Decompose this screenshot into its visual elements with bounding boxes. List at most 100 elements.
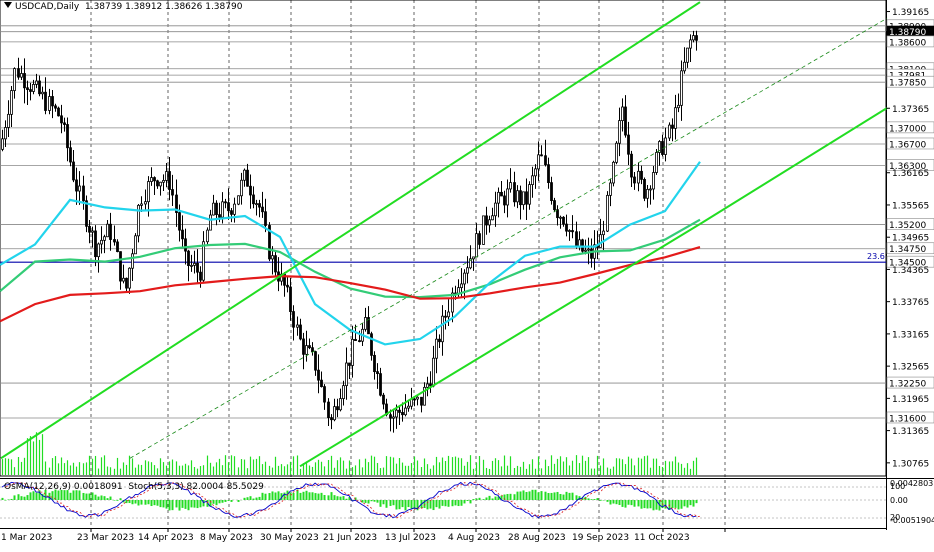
osc-scale-label: 0.0042803: [890, 479, 933, 488]
price-level-tag: [886, 376, 934, 389]
candle-body: [562, 216, 565, 225]
candle-body: [26, 87, 29, 90]
candle-body: [637, 170, 640, 184]
candle-body: [463, 272, 466, 285]
price-tick-label: 1.34500: [889, 259, 926, 269]
candle-body: [447, 311, 450, 318]
candle-body: [119, 251, 122, 282]
candle-body: [20, 73, 23, 78]
candle-body: [134, 235, 137, 255]
price-tick-label: 1.36300: [889, 162, 926, 172]
osc-scale-label: 20: [890, 513, 900, 522]
candle-body: [491, 215, 494, 221]
candle-body: [692, 35, 695, 41]
candle-body: [612, 161, 615, 184]
price-tick-label: 1.36165: [892, 169, 929, 179]
price-level-tag: [886, 159, 934, 171]
candle-body: [609, 182, 612, 196]
candle-body: [82, 185, 85, 202]
candle-body: [29, 89, 32, 92]
candle-body: [392, 416, 395, 419]
candle-body: [686, 47, 689, 63]
candle-body: [264, 211, 267, 226]
candle-body: [168, 171, 171, 190]
candle-body: [426, 383, 429, 388]
candle-body: [103, 236, 106, 241]
candle-body: [7, 113, 10, 128]
date-label: 13 Jul 2023: [385, 533, 436, 543]
candle-body: [575, 231, 578, 247]
candle-body: [358, 340, 361, 343]
candle-body: [299, 324, 302, 340]
candle-body: [478, 233, 481, 245]
price-tick-label: 1.30765: [892, 459, 929, 469]
candle-body: [35, 80, 38, 85]
price-tick-label: 1.35200: [889, 221, 926, 231]
candle-body: [125, 277, 128, 289]
candle-body: [140, 203, 143, 206]
candle-body: [680, 70, 683, 106]
candle-body: [233, 203, 236, 215]
candle-body: [547, 164, 550, 184]
candle-body: [255, 203, 258, 206]
candle-body: [240, 179, 243, 197]
candle-body: [367, 317, 370, 335]
candle-body: [88, 225, 91, 233]
candle-body: [587, 248, 590, 251]
candle-body: [85, 200, 88, 227]
candle-body: [212, 202, 215, 216]
price-tick-label: 1.31965: [892, 395, 929, 405]
candle-body: [10, 90, 13, 115]
candle-body: [17, 68, 20, 78]
candle-body: [494, 202, 497, 217]
candle-body: [227, 202, 230, 212]
candle-body: [308, 345, 311, 349]
candle-body: [373, 354, 376, 373]
price-tick-label: 1.36700: [889, 140, 926, 150]
candle-body: [466, 267, 469, 274]
candle-body: [237, 195, 240, 205]
candle-body: [181, 229, 184, 240]
candle-body: [109, 223, 112, 240]
candle-body: [553, 200, 556, 211]
price-level-tag: [886, 218, 934, 230]
candle-body: [13, 68, 16, 91]
candle-body: [451, 292, 454, 313]
date-label: 11 Oct 2023: [634, 533, 690, 543]
candle-body: [184, 238, 187, 252]
candle-body: [199, 271, 202, 281]
candle-body: [677, 104, 680, 109]
candle-body: [165, 171, 168, 181]
date-label: 4 Aug 2023: [448, 533, 500, 543]
dropdown-triangle-icon[interactable]: [4, 2, 12, 8]
candle-body: [429, 383, 432, 387]
candle-body: [63, 122, 66, 125]
candle-body: [652, 172, 655, 190]
candle-body: [398, 409, 401, 413]
osc-scale-label: 0.00: [890, 496, 908, 505]
candle-body: [156, 180, 159, 187]
candle-body: [416, 396, 419, 400]
candle-body: [271, 255, 274, 260]
price-level-tag: [886, 242, 934, 255]
candle-body: [528, 184, 531, 205]
candle-body: [215, 202, 218, 216]
date-label: 23 Mar 2023: [77, 533, 134, 543]
candle-body: [435, 338, 438, 359]
candle-body: [252, 194, 255, 205]
ema-cyan-line: [0, 161, 701, 346]
price-level-tag: [886, 121, 934, 134]
candle-body: [51, 96, 54, 107]
candle-body: [550, 182, 553, 201]
price-level-tag: [886, 35, 934, 48]
candle-body: [48, 96, 51, 111]
candle-body: [69, 147, 72, 163]
price-tick-label: 1.34965: [892, 234, 929, 244]
ohlc-values: 1.38739 1.38912 1.38626 1.38790: [84, 2, 243, 12]
candle-body: [668, 124, 671, 139]
price-pane-frame: [0, 0, 887, 477]
candle-body: [444, 315, 447, 318]
candle-body: [413, 398, 416, 401]
candle-body: [633, 176, 636, 184]
